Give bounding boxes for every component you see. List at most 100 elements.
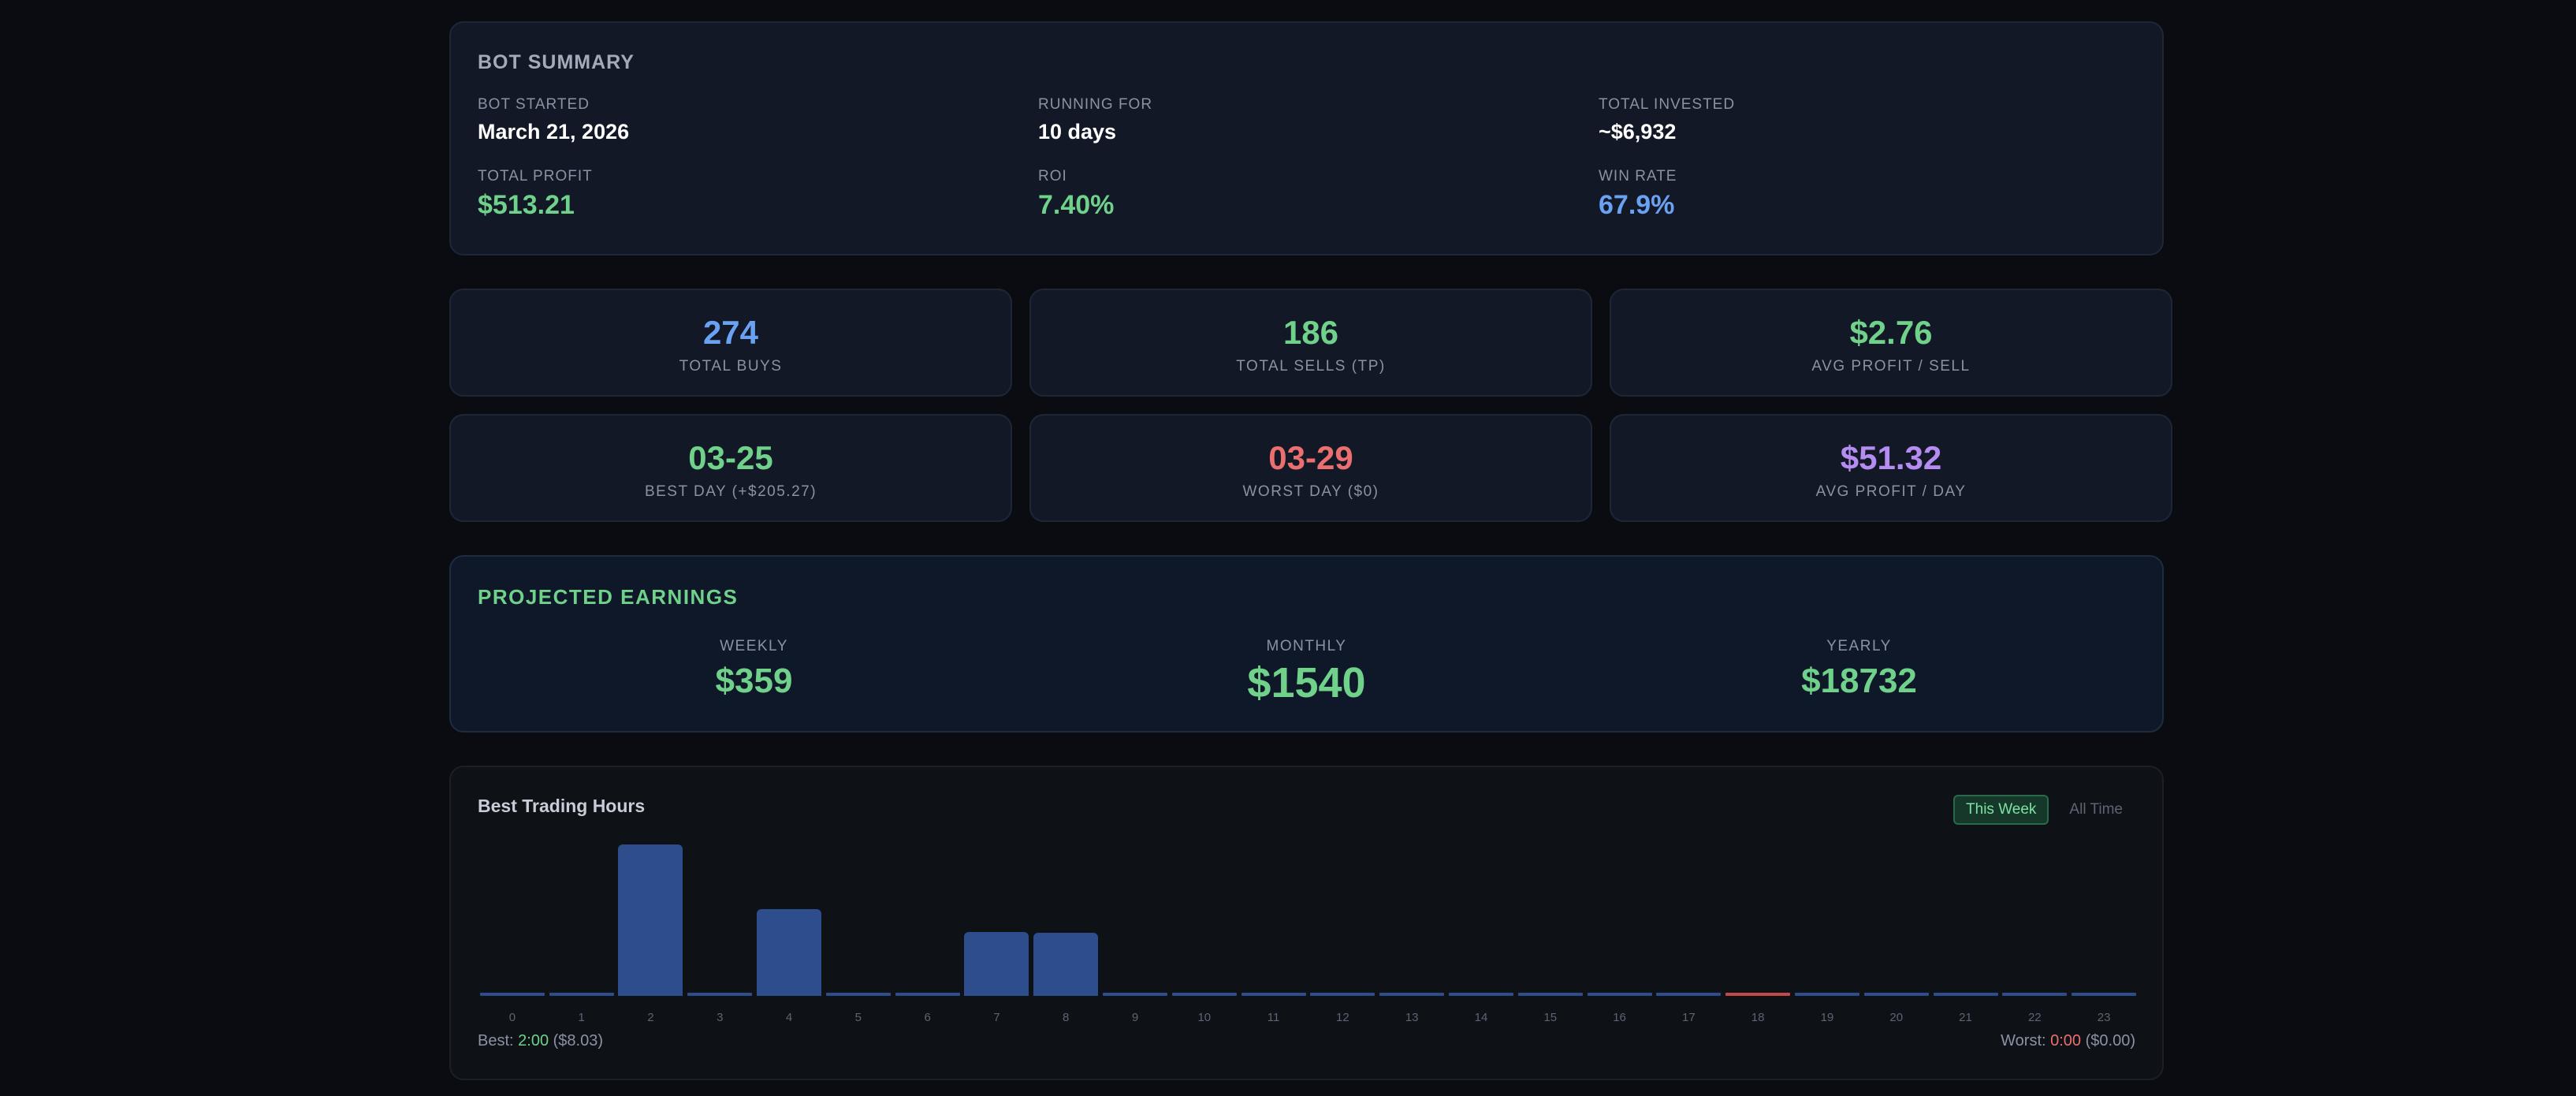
hour-bar-16 [1587, 993, 1652, 996]
projected-monthly: MONTHLY $1540 [1030, 638, 1583, 707]
stat-label: AVG PROFIT / DAY [1815, 483, 1967, 500]
hour-bar-3 [687, 993, 753, 996]
hour-tick-4: 4 [785, 1011, 793, 1024]
yearly-label: YEARLY [1826, 638, 1892, 654]
stat-avg-profit-sell: $2.76 AVG PROFIT / SELL [1610, 289, 2172, 397]
stat-worst-day: 03-29 WORST DAY ($0) [1029, 414, 1592, 522]
hour-bar-12 [1310, 993, 1375, 996]
hour-bar-7 [964, 931, 1029, 996]
hour-bar-4 [757, 909, 822, 996]
bot-started-label: BOT STARTED [478, 96, 590, 113]
total-profit-label: TOTAL PROFIT [478, 168, 593, 185]
hour-tick-18: 18 [1751, 1011, 1765, 1024]
total-invested-label: TOTAL INVESTED [1599, 96, 1736, 113]
best-label: Best: [478, 1032, 514, 1049]
bot-started-value: March 21, 2026 [478, 120, 630, 144]
stat-total-buys: 274 TOTAL BUYS [449, 289, 1012, 397]
yearly-value: $18732 [1801, 662, 1917, 700]
monthly-label: MONTHLY [1266, 638, 1347, 654]
hour-tick-6: 6 [924, 1011, 931, 1024]
hours-bar-chart: 0 1 2 3 4 5 6 7 8 9 10 11 12 13 14 15 16 17 18 19 20 21 22 23 [478, 844, 2139, 1029]
stat-label: BEST DAY (+$205.27) [644, 483, 817, 500]
worst-hour: 0:00 [2050, 1032, 2082, 1049]
hour-tick-9: 9 [1131, 1011, 1139, 1024]
projected-yearly: YEARLY $18732 [1583, 638, 2135, 707]
hour-bar-14 [1448, 993, 1513, 996]
hour-bar-17 [1656, 993, 1722, 996]
worst-amount: ($0.00) [2085, 1032, 2135, 1049]
best-trading-hours-card: Best Trading Hours This Week All Time 0 1… [449, 766, 2164, 1080]
hour-bar-6 [895, 993, 960, 996]
projected-earnings-title: PROJECTED EARNINGS [478, 585, 739, 609]
hour-bar-1 [549, 993, 614, 996]
roi: ROI 7.40% [1038, 168, 1599, 240]
hour-tick-19: 19 [1820, 1011, 1834, 1024]
hour-bar-19 [1794, 993, 1859, 996]
total-invested: TOTAL INVESTED ~$6,932 [1599, 96, 2135, 168]
hour-tick-11: 11 [1267, 1011, 1280, 1024]
all-time-button[interactable]: All Time [2069, 801, 2123, 818]
hour-tick-15: 15 [1543, 1011, 1558, 1024]
weekly-label: WEEKLY [720, 638, 788, 654]
stat-avg-profit-day: $51.32 AVG PROFIT / DAY [1610, 414, 2172, 522]
hour-bar-9 [1103, 993, 1168, 996]
projected-earnings-card: PROJECTED EARNINGS WEEKLY $359 MONTHLY $… [449, 555, 2164, 733]
hour-tick-23: 23 [2097, 1011, 2111, 1024]
hour-tick-10: 10 [1197, 1011, 1212, 1024]
best-hour-summary: Best: 2:00 ($8.03) [478, 1032, 603, 1050]
win-rate-label: WIN RATE [1599, 168, 1677, 185]
hour-bar-8 [1033, 932, 1099, 996]
stats-grid: 274 TOTAL BUYS 186 TOTAL SELLS (TP) $2.7… [449, 289, 2172, 522]
hour-bar-10 [1171, 993, 1237, 996]
bot-started: BOT STARTED March 21, 2026 [478, 96, 1038, 168]
hour-tick-2: 2 [647, 1011, 654, 1024]
hour-bar-2 [618, 844, 683, 996]
bot-summary-card: BOT SUMMARY BOT STARTED March 21, 2026 R… [449, 21, 2164, 255]
stat-total-sells: 186 TOTAL SELLS (TP) [1029, 289, 1592, 397]
hour-tick-22: 22 [2027, 1011, 2042, 1024]
hour-bar-18 [1725, 993, 1791, 996]
hour-tick-8: 8 [1063, 1011, 1070, 1024]
win-rate: WIN RATE 67.9% [1599, 168, 2135, 240]
hour-bar-15 [1517, 993, 1583, 996]
best-amount: ($8.03) [553, 1032, 604, 1049]
roi-value: 7.40% [1038, 190, 1115, 220]
stat-value: 186 [1282, 314, 1339, 351]
hour-tick-21: 21 [1959, 1011, 1972, 1024]
stat-value: $51.32 [1840, 439, 1942, 476]
stat-value: 274 [702, 314, 759, 351]
hour-tick-20: 20 [1889, 1011, 1904, 1024]
stat-label: TOTAL SELLS (TP) [1236, 358, 1386, 375]
monthly-value: $1540 [1247, 659, 1366, 706]
hour-tick-17: 17 [1682, 1011, 1696, 1024]
hour-bar-5 [825, 993, 891, 996]
stat-value: $2.76 [1849, 314, 1933, 351]
hour-tick-7: 7 [993, 1011, 1000, 1024]
hour-bar-20 [1863, 993, 1929, 996]
hour-tick-14: 14 [1474, 1011, 1488, 1024]
running-for-label: RUNNING FOR [1038, 96, 1153, 113]
hour-bar-11 [1241, 993, 1306, 996]
this-week-button[interactable]: This Week [1953, 795, 2049, 825]
best-hour: 2:00 [518, 1032, 549, 1049]
dashboard: BOT SUMMARY BOT STARTED March 21, 2026 R… [449, 21, 2172, 1080]
best-trading-hours-title: Best Trading Hours [478, 796, 646, 816]
stat-label: WORST DAY ($0) [1242, 483, 1379, 500]
period-toggle: This Week All Time [1953, 795, 2135, 825]
stat-value: 03-29 [1268, 439, 1353, 476]
hour-tick-16: 16 [1613, 1011, 1626, 1024]
total-invested-value: ~$6,932 [1599, 120, 1677, 144]
hour-bar-0 [479, 993, 545, 996]
hour-tick-0: 0 [508, 1011, 516, 1024]
hour-bar-23 [2072, 993, 2137, 996]
weekly-value: $359 [715, 662, 793, 700]
bars-area [478, 844, 2139, 996]
hour-tick-12: 12 [1336, 1011, 1349, 1024]
projected-weekly: WEEKLY $359 [478, 638, 1030, 707]
stat-label: TOTAL BUYS [679, 358, 783, 375]
running-for-value: 10 days [1038, 120, 1117, 144]
running-for: RUNNING FOR 10 days [1038, 96, 1599, 168]
hour-bar-13 [1379, 993, 1445, 996]
stat-label: AVG PROFIT / SELL [1811, 358, 1971, 375]
bot-summary-title: BOT SUMMARY [478, 51, 635, 73]
